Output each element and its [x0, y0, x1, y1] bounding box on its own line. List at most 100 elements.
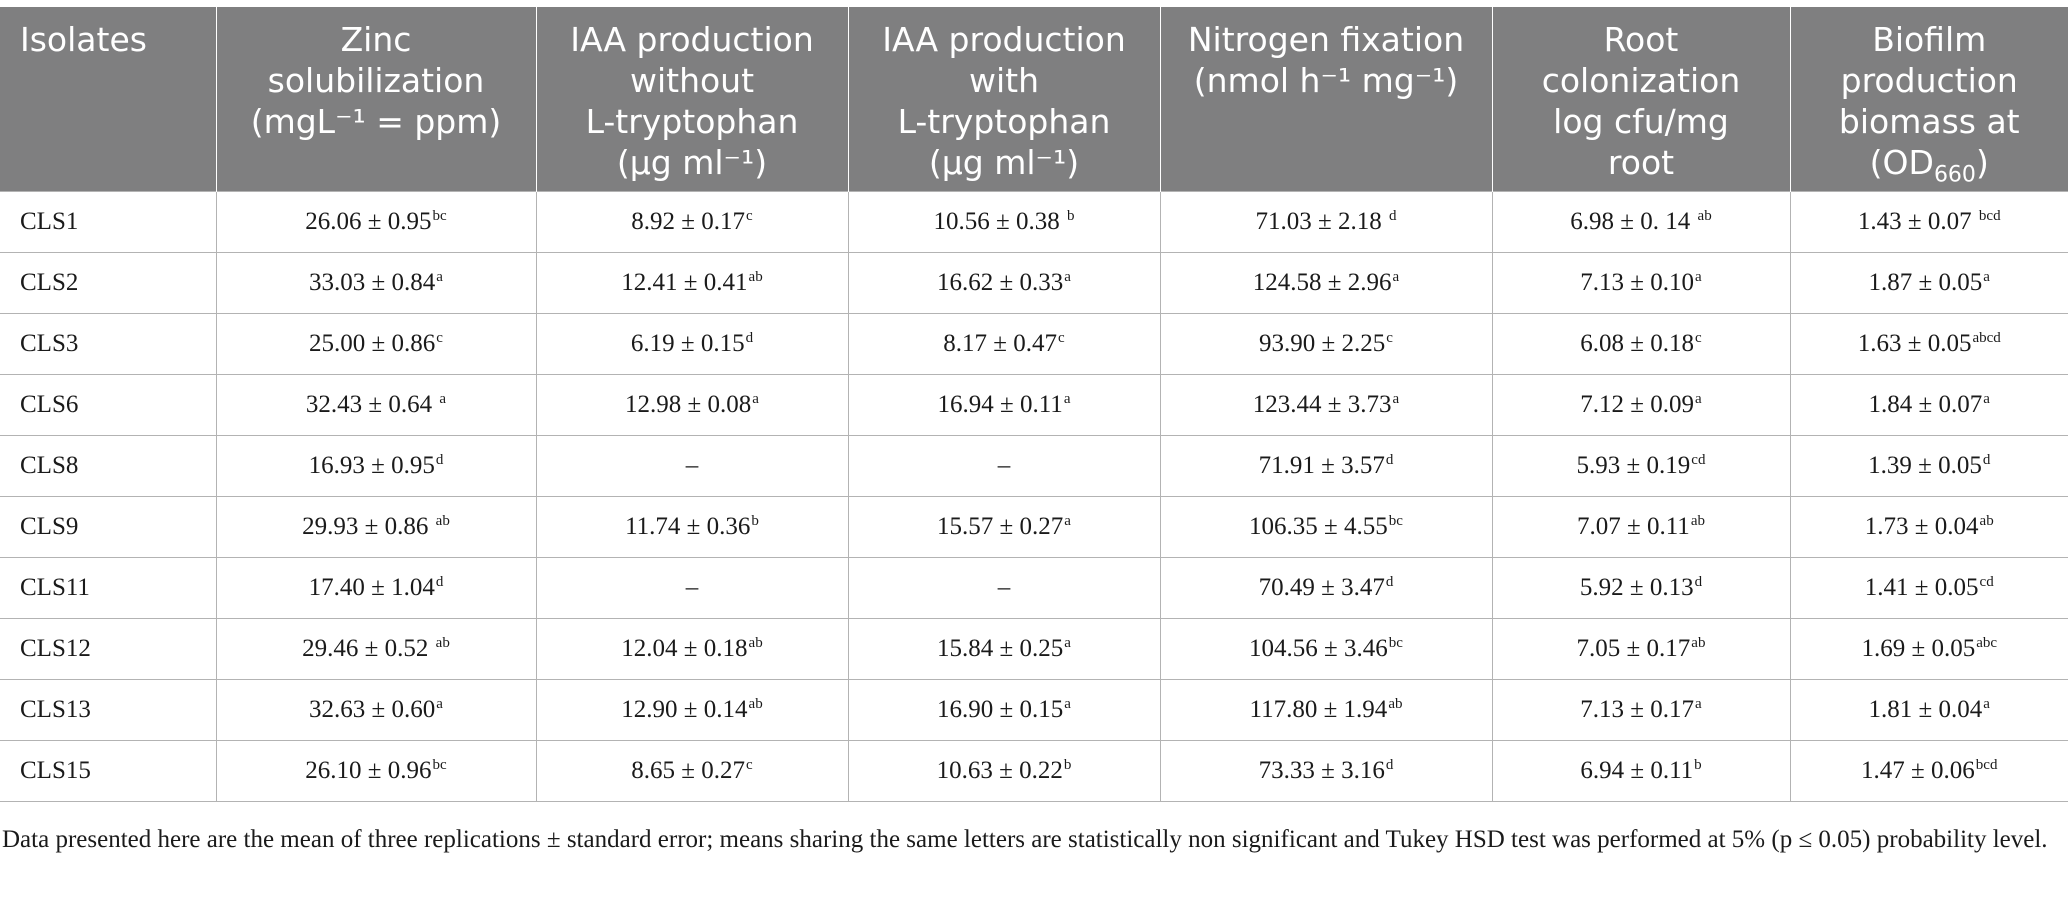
header-biofilm-production: Biofilm production biomass at (OD660): [1790, 7, 2068, 192]
header-line: Root: [1603, 20, 1679, 59]
significance-letters: d: [435, 573, 444, 590]
header-iaa-with-tryptophan: IAA production with L-tryptophan (µg ml⁻…: [848, 7, 1161, 192]
mean-se-value: 10.56 ± 0.38: [933, 208, 1066, 235]
value-cell: 1.43 ± 0.07 bcd: [1790, 191, 2068, 253]
value-cell: 15.57 ± 0.27a: [848, 496, 1161, 558]
significance-letters: a: [1983, 695, 1990, 712]
mean-se-value: 1.43 ± 0.07: [1857, 208, 1978, 235]
significance-letters: ab: [435, 512, 450, 529]
value-cell: 16.94 ± 0.11a: [848, 374, 1161, 436]
value-cell: 16.90 ± 0.15a: [848, 679, 1161, 741]
table-row: CLS15 26.10 ± 0.96bc 8.65 ± 0.27c 10.63 ± 0…: [0, 740, 2068, 802]
mean-se-value: 5.93 ± 0.19: [1576, 452, 1691, 479]
value-cell: 1.41 ± 0.05cd: [1790, 557, 2068, 619]
value-cell: 16.93 ± 0.95d: [216, 435, 537, 497]
significance-letters: ab: [435, 634, 450, 651]
od-close: ): [1975, 143, 1989, 182]
header-line: (nmol h⁻¹ mg⁻¹): [1193, 61, 1459, 100]
value-cell: 15.84 ± 0.25a: [848, 618, 1161, 680]
mean-se-value: 1.87 ± 0.05: [1868, 269, 1983, 296]
mean-se-value: 26.06 ± 0.95: [305, 208, 432, 235]
mean-se-value: 1.73 ± 0.04: [1864, 513, 1979, 540]
mean-se-value: 7.12 ± 0.09: [1580, 391, 1695, 418]
header-line: root: [1607, 143, 1675, 182]
mean-se-value: 1.47 ± 0.06: [1861, 757, 1975, 784]
mean-se-value: 29.93 ± 0.86: [302, 513, 435, 540]
isolate-cell: CLS11: [0, 557, 217, 619]
mean-se-value: 32.43 ± 0.64: [305, 391, 439, 418]
significance-letters: c: [1058, 329, 1065, 346]
value-cell: 12.41 ± 0.41ab: [536, 252, 849, 314]
value-cell: 8.17 ± 0.47c: [848, 313, 1161, 375]
mean-se-value: 1.81 ± 0.04: [1868, 696, 1983, 723]
header-root-colonization: Root colonization log cfu/mg root: [1492, 7, 1791, 192]
significance-letters: abc: [1976, 634, 1998, 651]
mean-se-value: 124.58 ± 2.96: [1252, 269, 1392, 296]
mean-se-value: 7.05 ± 0.17: [1576, 635, 1691, 662]
table-row: CLS9 29.93 ± 0.86 ab 11.74 ± 0.36b 15.57 ± …: [0, 496, 2068, 558]
mean-se-value: 73.33 ± 3.16: [1258, 757, 1385, 784]
value-cell: 7.13 ± 0.17a: [1492, 679, 1791, 741]
significance-letters: bc: [1388, 512, 1403, 529]
mean-se-value: 1.41 ± 0.05: [1864, 574, 1979, 601]
header-zinc-solubilization: Zinc solubilization (mgL⁻¹ = ppm): [216, 7, 537, 192]
isolate-cell: CLS15: [0, 740, 217, 802]
significance-letters: a: [1392, 268, 1400, 285]
table-header: Isolates Zinc solubilization (mgL⁻¹ = pp…: [0, 7, 2068, 192]
significance-letters: a: [1064, 512, 1071, 529]
value-cell: 26.06 ± 0.95bc: [216, 191, 537, 253]
mean-se-value: 33.03 ± 0.84: [309, 269, 436, 296]
mean-se-value: 71.03 ± 2.18: [1255, 208, 1388, 235]
header-line: with: [968, 61, 1039, 100]
significance-letters: a: [1064, 634, 1071, 651]
significance-letters: d: [1385, 573, 1394, 590]
header-line: L-tryptophan: [585, 102, 799, 141]
significance-letters: c: [746, 756, 753, 773]
table-row: CLS12 29.46 ± 0.52 ab 12.04 ± 0.18ab 15.84 …: [0, 618, 2068, 680]
significance-letters: b: [751, 512, 759, 529]
value-cell: 1.87 ± 0.05a: [1790, 252, 2068, 314]
significance-letters: bcd: [1978, 207, 2001, 224]
value-cell: 1.47 ± 0.06bcd: [1790, 740, 2068, 802]
isolate-cell: CLS8: [0, 435, 217, 497]
mean-se-value: 12.04 ± 0.18: [621, 635, 748, 662]
significance-letters: d: [435, 451, 444, 468]
isolate-cell: CLS12: [0, 618, 217, 680]
header-line: colonization: [1541, 61, 1741, 100]
significance-letters: c: [1386, 329, 1393, 346]
header-od-line: (OD660): [1805, 142, 2055, 186]
value-cell: –: [848, 435, 1161, 497]
significance-letters: a: [436, 268, 443, 285]
significance-letters: ab: [1979, 512, 1994, 529]
od-label: (OD: [1869, 143, 1934, 182]
header-line: IAA production: [570, 20, 814, 59]
mean-se-value: 70.49 ± 3.47: [1258, 574, 1385, 601]
significance-letters: ab: [748, 268, 763, 285]
value-cell: 93.90 ± 2.25c: [1160, 313, 1493, 375]
significance-letters: a: [1695, 695, 1702, 712]
od-subscript: 660: [1933, 162, 1976, 188]
mean-se-value: 5.92 ± 0.13: [1579, 574, 1694, 601]
significance-letters: b: [1066, 207, 1075, 224]
header-line: without: [629, 61, 755, 100]
mean-se-value: 25.00 ± 0.86: [309, 330, 436, 357]
significance-letters: ab: [1691, 634, 1706, 651]
value-cell: –: [536, 557, 849, 619]
table-footnote: Data presented here are the mean of thre…: [2, 826, 2048, 853]
header-line: (µg ml⁻¹): [928, 143, 1080, 182]
value-cell: 7.05 ± 0.17ab: [1492, 618, 1791, 680]
header-row: Isolates Zinc solubilization (mgL⁻¹ = pp…: [0, 7, 2068, 192]
value-cell: 117.80 ± 1.94ab: [1160, 679, 1493, 741]
value-cell: 70.49 ± 3.47d: [1160, 557, 1493, 619]
value-cell: 71.03 ± 2.18 d: [1160, 191, 1493, 253]
mean-se-value: 15.84 ± 0.25: [937, 635, 1064, 662]
significance-letters: a: [1064, 695, 1071, 712]
significance-letters: bc: [1388, 634, 1403, 651]
table-row: CLS3 25.00 ± 0.86c 6.19 ± 0.15d 8.17 ± 0.47…: [0, 313, 2068, 375]
value-cell: 6.19 ± 0.15d: [536, 313, 849, 375]
value-cell: 5.93 ± 0.19cd: [1492, 435, 1791, 497]
value-cell: 7.13 ± 0.10a: [1492, 252, 1791, 314]
value-cell: 6.98 ± 0. 14 ab: [1492, 191, 1791, 253]
table-row: CLS11 17.40 ± 1.04d – –70.49 ± 3.47d 5.92 ± …: [0, 557, 2068, 619]
significance-letters: bc: [432, 756, 447, 773]
